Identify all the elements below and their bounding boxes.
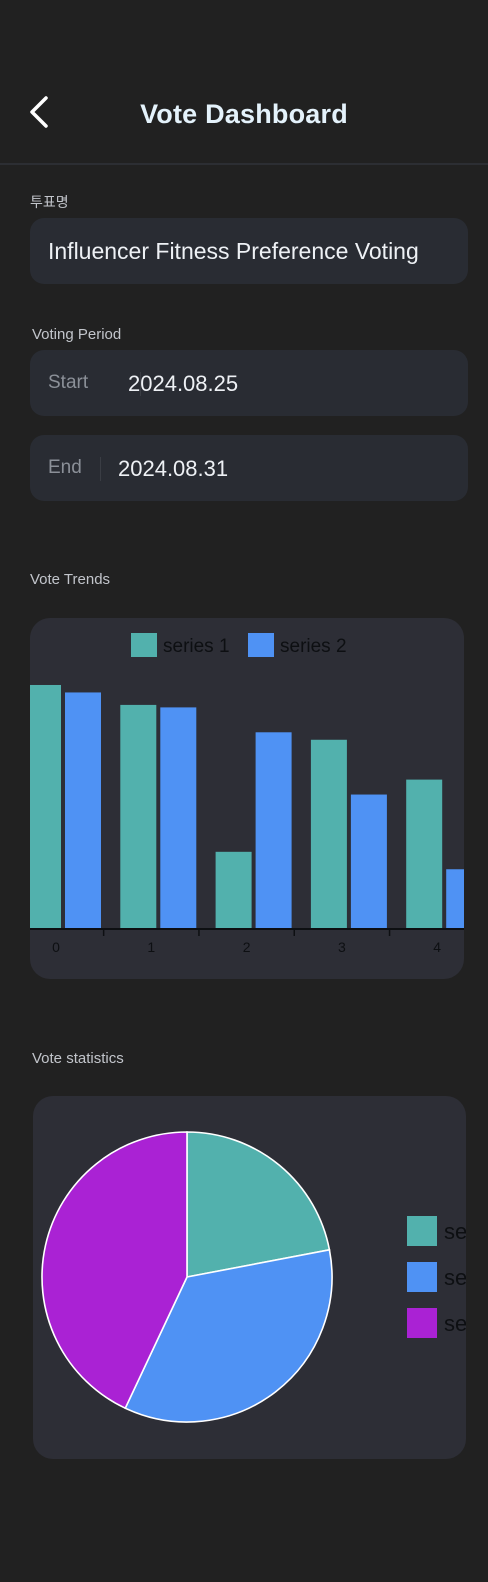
end-date-value: 2024.08.31 [118, 456, 229, 481]
bar-series-2-cat-1 [160, 707, 197, 929]
vote-trends-card: series 1 series 2 0 1 2 3 4 [30, 618, 464, 979]
bar-series-1-cat-4 [406, 779, 443, 929]
bar-series-1-cat-3 [310, 739, 347, 929]
x-tick-label-0: 0 [52, 939, 60, 955]
pie-legend-label: se [444, 1265, 466, 1290]
start-date-value: 2024.08.25 [128, 371, 239, 396]
x-tick-label-3: 3 [338, 939, 346, 955]
x-tick-label-1: 1 [147, 939, 155, 955]
vote-name-field[interactable]: Influencer Fitness Preference Voting [30, 218, 468, 284]
pie-legend-swatch [407, 1216, 437, 1246]
vote-trends-bar-chart: series 1 series 2 0 1 2 3 4 [30, 633, 464, 955]
legend-item-series-2: series 2 [248, 633, 347, 657]
bar-series-2-cat-0 [65, 692, 101, 929]
x-tick-label-2: 2 [243, 939, 251, 955]
pie-slice-3 [41, 1131, 188, 1410]
pie-legend-label: se [444, 1219, 466, 1244]
app-header: Vote Dashboard [0, 0, 488, 165]
vote-statistics-pie-chart: se se se [41, 1131, 466, 1423]
vote-statistics-label: Vote statistics [32, 1050, 124, 1067]
legend-label: series 2 [280, 636, 347, 657]
start-date-field[interactable]: Start 2024.08.25 [30, 350, 468, 416]
bar-series-1-cat-0 [30, 684, 61, 929]
bar-series-1-cat-1 [120, 704, 157, 929]
legend-swatch [248, 633, 274, 657]
pie-slice-1 [186, 1131, 331, 1278]
pie-legend-item-3: se [407, 1308, 466, 1338]
back-button[interactable] [26, 95, 56, 129]
end-divider [100, 457, 101, 481]
legend-swatch [131, 633, 157, 657]
pie-legend-swatch [407, 1308, 437, 1338]
legend-label: series 1 [163, 636, 230, 657]
page-title: Vote Dashboard [140, 99, 348, 129]
voting-period-label: Voting Period [32, 326, 122, 343]
bar-series-2-cat-2 [255, 732, 292, 929]
end-date-field[interactable]: End 2024.08.31 [30, 435, 468, 501]
vote-name-value: Influencer Fitness Preference Voting [48, 238, 419, 264]
chevron-left-icon [30, 96, 48, 128]
end-label: End [48, 457, 82, 478]
pie-slice-2 [124, 1248, 333, 1423]
bar-series-2-cat-3 [350, 794, 387, 929]
vote-name-label: 투표명 [30, 194, 69, 210]
pie-legend-item-1: se [407, 1216, 466, 1246]
x-tick-label-4: 4 [433, 939, 441, 955]
pie-legend-item-2: se [407, 1262, 466, 1292]
vote-trends-label: Vote Trends [30, 571, 111, 588]
bar-series-1-cat-2 [215, 851, 252, 929]
pie-legend-label: se [444, 1311, 466, 1336]
start-divider [140, 372, 141, 396]
legend-item-series-1: series 1 [131, 633, 230, 657]
pie-legend-swatch [407, 1262, 437, 1292]
bar-series-2-cat-4 [446, 869, 464, 929]
start-label: Start [48, 372, 89, 393]
vote-statistics-card: se se se [33, 1096, 466, 1459]
